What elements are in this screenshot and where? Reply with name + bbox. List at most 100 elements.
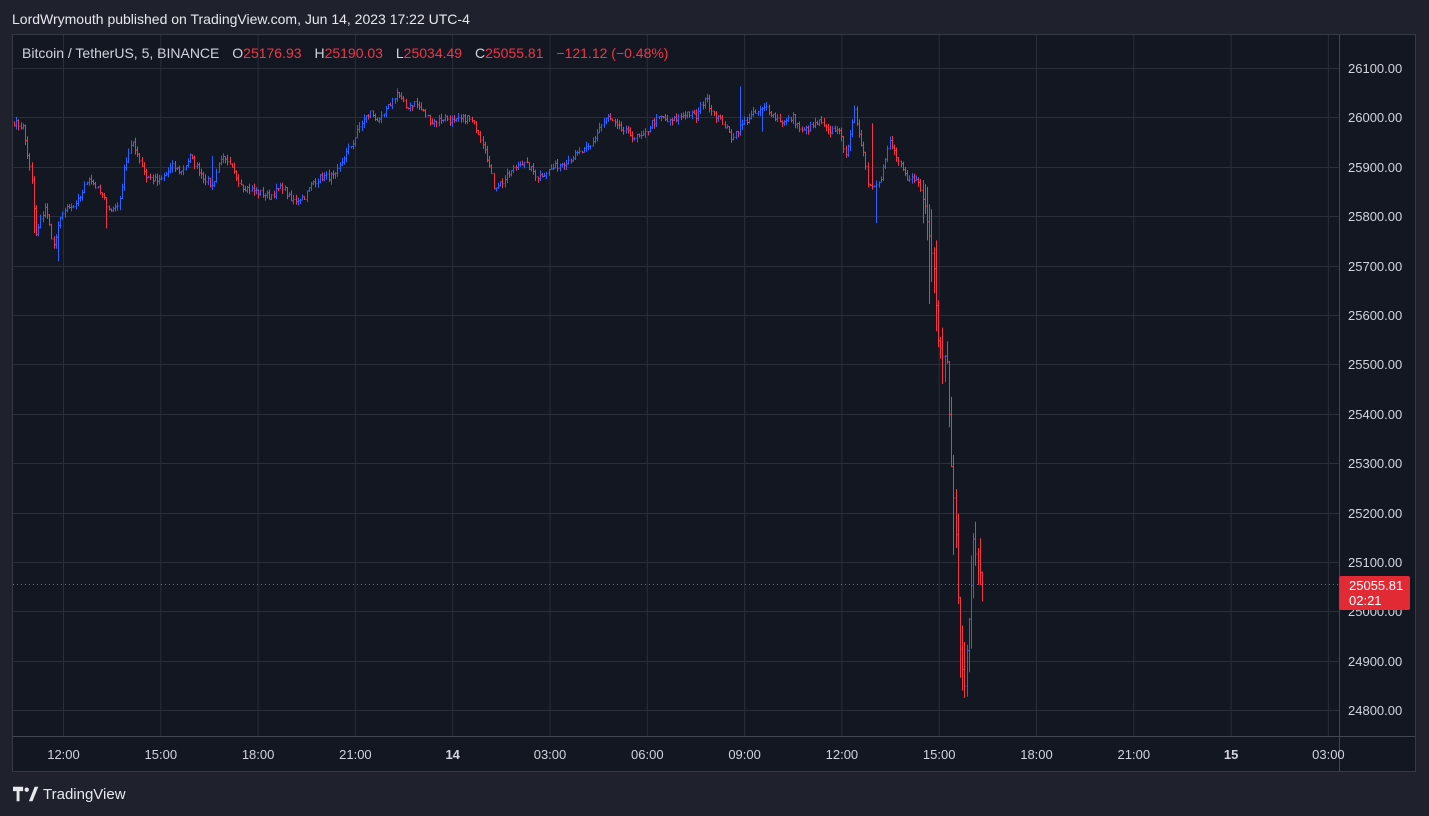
ohlc-bar [176,166,179,170]
ohlc-bar [207,176,210,186]
ohlc-bar [446,115,449,122]
ohlc-bar [325,171,328,180]
ohlc-bar [915,175,918,181]
ohlc-bar [618,120,621,130]
ohlc-bar [715,111,718,123]
ohlc-bar [523,161,526,169]
ohlc-bar [922,179,925,224]
ohlc-bar [422,108,425,112]
ohlc-bar [583,147,586,153]
ohlc-bar [853,105,856,124]
ohlc-bar [752,106,755,117]
ohlc-bar [101,192,104,198]
ohlc-bar [814,117,817,129]
ohlc-bar [211,155,214,191]
ohlc-bar [59,216,62,229]
ohlc-bar [262,187,265,198]
ohlc-bar [33,176,36,234]
ohlc-bar [961,625,964,691]
ohlc-bar [90,174,93,185]
ohlc-bar [820,116,823,125]
ohlc-bar [519,161,522,167]
ohlc-bar [589,145,592,150]
ohlc-bar [215,168,218,183]
ohlc-bar [123,164,126,191]
ohlc-bar [779,113,782,123]
ohlc-bar [55,234,58,249]
price-tick-label: 25500.00 [1348,357,1402,372]
ohlc-bar [871,123,874,190]
ohlc-bar [284,185,287,191]
ohlc-bar [948,360,951,428]
ohlc-bar [125,157,128,171]
ohlc-bar [812,122,815,129]
ohlc-bar [581,150,584,154]
price-tick-label: 24900.00 [1348,654,1402,669]
ohlc-bar [704,97,707,109]
ohlc-bar [94,181,97,189]
ohlc-bar [398,91,401,99]
ohlc-bar [739,86,742,136]
horizontal-grid [13,68,1339,711]
ohlc-bar [596,129,599,142]
ohlc-bar [477,129,480,136]
bar-countdown: 02:21 [1349,593,1382,608]
ohlc-bar [46,203,49,219]
ohlc-bar [611,118,614,122]
ohlc-bar [735,130,738,140]
ohlc-bar [70,203,73,212]
ohlc-bar [889,136,892,150]
ohlc-bar [383,113,386,118]
ohlc-bar [66,204,69,213]
ohlc-bar [622,126,625,135]
ohlc-bar [770,111,773,118]
ohlc-bar [169,163,172,174]
ohlc-bar [486,145,489,163]
ohlc-bar [572,156,575,162]
ohlc-bar [944,355,947,383]
legend-open-value: 25176.93 [243,45,302,61]
ohlc-bar [664,113,667,122]
ohlc-bar [721,114,724,126]
ohlc-bar [616,118,619,129]
ohlc-bar [787,115,790,122]
ohlc-bar [270,194,273,200]
ohlc-bar [851,119,854,138]
ohlc-bar [259,189,262,196]
ohlc-bar [295,194,298,205]
ohlc-bar [299,198,302,205]
ohlc-bar [246,185,249,193]
ohlc-bar [598,122,601,134]
legend-close-label: C [474,45,486,61]
ohlc-bar [380,111,383,124]
ohlc-bar [490,164,493,175]
ohlc-bar [473,120,476,125]
ohlc-bar [42,211,45,223]
footer-brand[interactable]: TradingView [13,785,126,803]
ohlc-bar [930,209,933,282]
ohlc-bar [737,130,740,138]
ohlc-bar [684,111,687,120]
ohlc-bar [530,165,533,172]
ohlc-bar [479,130,482,143]
ohlc-bar [440,113,443,124]
ohlc-bar [451,115,454,127]
ohlc-bar [614,118,617,127]
ohlc-bar [754,109,757,114]
ohlc-bar [431,118,434,125]
ohlc-bar [565,159,568,171]
ohlc-bar [68,204,71,209]
price-tick-label: 25600.00 [1348,308,1402,323]
ohlc-bar [136,146,139,157]
ohlc-bar [963,642,966,698]
ohlc-bar [292,194,295,205]
chart-frame[interactable] [12,34,1416,772]
symbol-legend: Bitcoin / TetherUS, 5, BINANCE O25176.93… [22,45,668,61]
price-tick-label: 25100.00 [1348,555,1402,570]
ohlc-bar [420,102,423,111]
ohlc-bar [880,176,883,183]
ohlc-bar [660,115,663,122]
ohlc-bar [409,102,412,112]
ohlc-bar [374,113,377,122]
